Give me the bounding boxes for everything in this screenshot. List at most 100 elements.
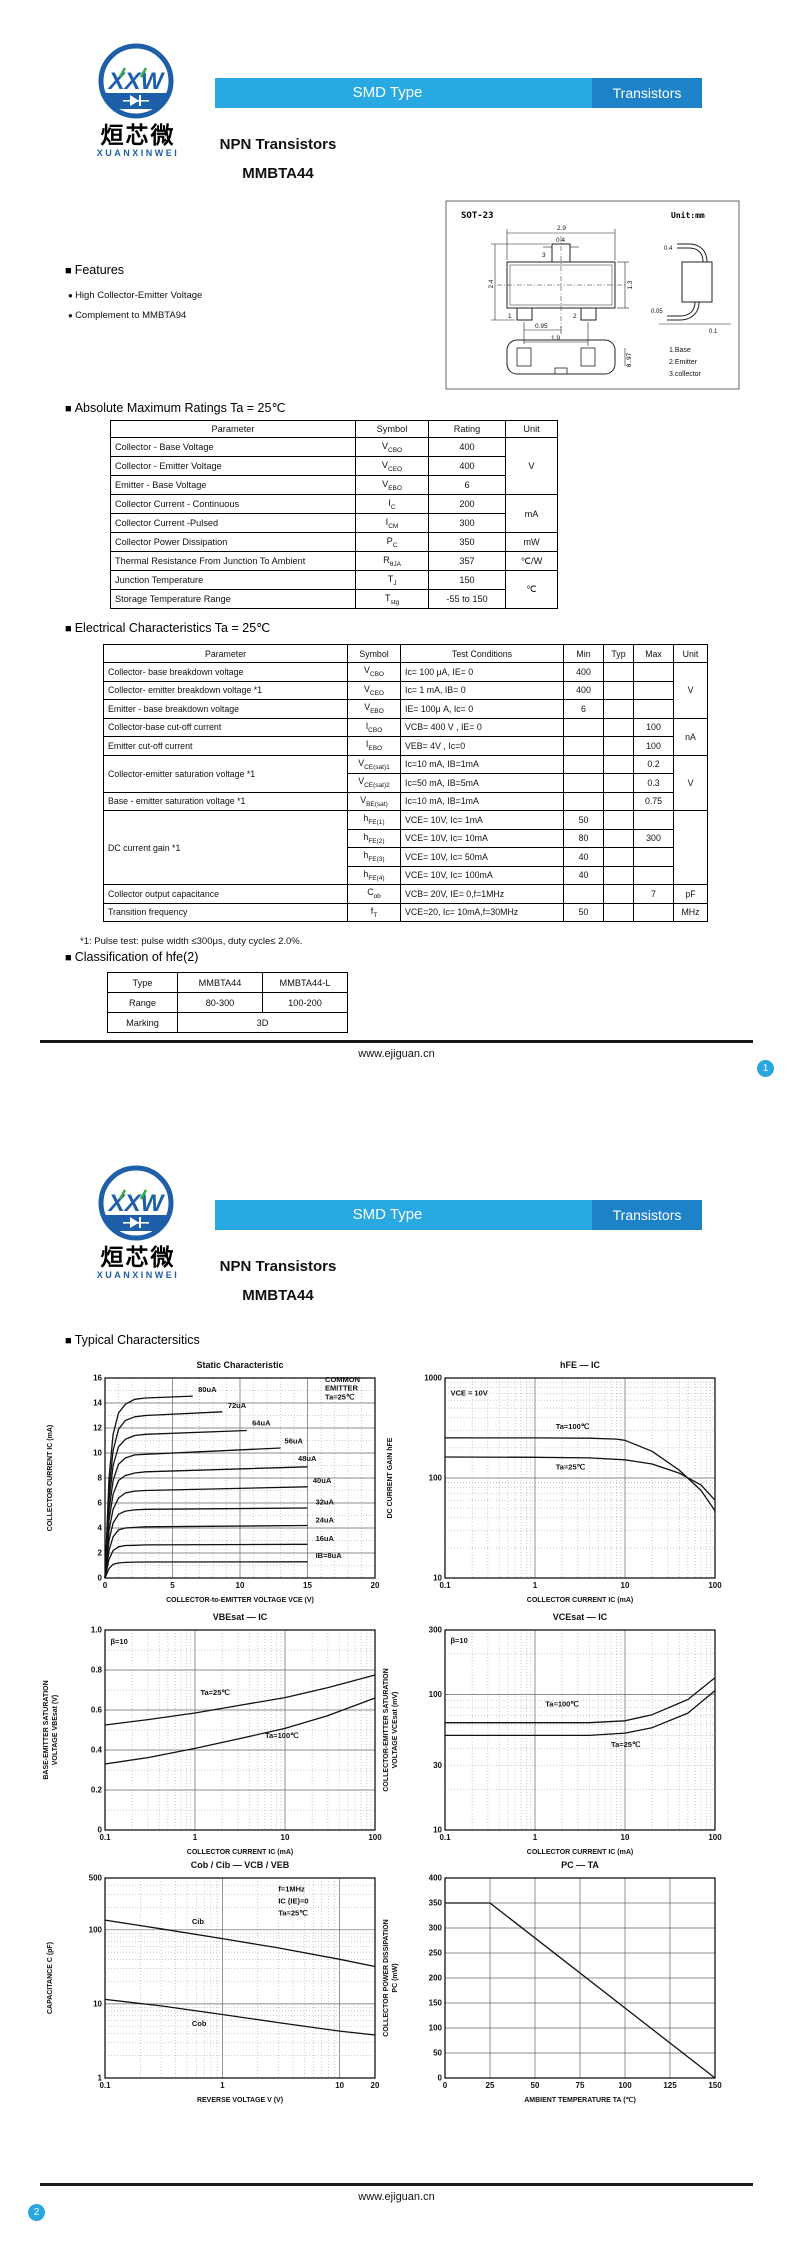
cell: hFE(2)	[347, 828, 401, 848]
cell: Test Conditions	[400, 644, 564, 663]
chart-element: 100	[708, 1833, 722, 1842]
table-row: Collector- base breakdown voltage VCBO Ic=…	[103, 662, 708, 719]
cell	[603, 828, 634, 848]
cell: VCE= 10V, Ic= 100mA	[400, 865, 564, 885]
pin-legend-collector: 3.collector	[669, 371, 702, 378]
chart-element: 10	[93, 1999, 102, 2008]
cell: mW	[505, 532, 558, 552]
chart-element: EMITTER	[325, 1384, 358, 1393]
chart-element: 10	[335, 2081, 344, 2090]
cell	[633, 847, 674, 867]
package-unit: Unit:mm	[671, 210, 705, 220]
cell: 6	[428, 475, 506, 495]
cell	[603, 754, 634, 774]
chart-element	[444, 1629, 716, 1831]
chart-element: 1.0	[91, 1626, 103, 1635]
page-number-badge: 2	[28, 2204, 45, 2221]
package-dimensions: 2.9 0.4 2.4 1.3 0.95 1.9 3 1 2	[488, 225, 634, 342]
table-row: Emitter - Base Voltage VEBO 6	[110, 475, 558, 495]
chart-element: 1	[98, 2074, 103, 2083]
table-row: Collector - Base Voltage VCBO 400 V	[110, 437, 558, 495]
part-number-title: MMBTA44	[242, 1287, 314, 1304]
chart-element: DC CURRENT GAIN hFE	[387, 1437, 394, 1518]
chart-element: 10	[433, 1574, 442, 1583]
company-name-cn: 烜芯微	[100, 122, 176, 148]
cell: Collector output capacitance	[103, 884, 348, 904]
typical-characteristics-heading: Typical Charactersitics	[65, 1333, 200, 1347]
cell	[633, 810, 674, 830]
chart-element: 72uA	[228, 1401, 247, 1410]
dim-top-width: 2.9	[557, 225, 566, 232]
chart-element: PC — TA	[561, 1860, 599, 1870]
cell: VCE= 10V, Ic= 1mA	[400, 810, 564, 830]
chart-element	[445, 1437, 716, 1512]
chart-element: AMBIENT TEMPERATURE TA (℃)	[524, 2096, 636, 2104]
cell: Transition frequency	[103, 902, 348, 922]
cell	[633, 680, 674, 700]
cell: 100	[633, 717, 674, 737]
cell: Junction Temperature	[110, 570, 356, 590]
chart-element: 250	[429, 1949, 443, 1958]
chart-element: Ta=100℃	[545, 1699, 579, 1708]
cell	[603, 810, 634, 830]
cell: Symbol	[355, 420, 429, 438]
dim-standoff: 0.05	[651, 309, 663, 315]
package-side-dims: 0.4 0.05 0.1	[651, 246, 718, 335]
classification-table: Type MMBTA44 MMBTA44-L Range 80-300 100-200 Ma…	[107, 972, 348, 1033]
footer-rule	[40, 1040, 753, 1043]
cell: V	[505, 437, 558, 495]
chart-element: 0.1	[99, 2081, 111, 2090]
cell: 300	[633, 828, 674, 848]
chart-element	[104, 1507, 308, 1579]
feature-item: High Collector-Emitter Voltage	[68, 290, 202, 301]
package-dimension-lines	[491, 229, 629, 346]
cell: VCEO	[347, 680, 401, 700]
chart-element: 300	[429, 1924, 443, 1933]
dim-lead-thickness: 0.1	[709, 329, 718, 335]
table-row: Collector - Emitter Voltage VCEO 400	[110, 456, 558, 476]
dim-body-height: 2.4	[488, 279, 495, 288]
cell: VCE(sat)1	[347, 754, 401, 774]
cell: VCE= 10V, Ic= 50mA	[400, 847, 564, 867]
chart-element	[104, 1377, 376, 1579]
cell: hFE(3)	[347, 847, 401, 867]
doc-title: NPN Transistors	[219, 1258, 337, 1275]
cell: 400	[563, 680, 604, 700]
cell	[633, 699, 674, 719]
cell: 400	[563, 662, 604, 682]
pulse-test-footnote: *1: Pulse test: pulse width ≤300μs, duty…	[80, 936, 303, 947]
doc-title: NPN Transistors	[219, 136, 337, 153]
dim-pad-pitch-half: 0.95	[535, 323, 548, 330]
cell: Emitter - Base Voltage	[110, 475, 356, 495]
chart-element: COLLECTOR CURRENT IC (mA)	[187, 1849, 293, 1856]
chart-element: 56uA	[285, 1437, 304, 1446]
diode-icon	[123, 1217, 149, 1228]
cell	[563, 791, 604, 811]
chart-element: 300	[429, 1626, 443, 1635]
chart-element: 0	[103, 1581, 108, 1590]
cell: Collector Current -Pulsed	[110, 513, 356, 533]
chart-element: 100	[429, 1690, 443, 1699]
cell: Max	[633, 644, 674, 663]
cell	[673, 810, 708, 885]
table-row: Collector output capacitance Cob VCB= 20V,…	[103, 884, 708, 904]
cell: 300	[428, 513, 506, 533]
chart-element: 0.1	[99, 1833, 111, 1842]
chart-element: 1	[533, 1833, 538, 1842]
chart-element: IC (IE)=0	[278, 1897, 308, 1906]
company-name-cn: 烜芯微	[100, 1244, 176, 1270]
page-number-badge: 1	[757, 1060, 774, 1077]
bar-transistors-label: Transistors	[592, 78, 702, 108]
cell: VCEO	[355, 456, 429, 476]
brand-bar: SMD Type Transistors	[215, 78, 702, 108]
chart-element: Ta=25℃	[278, 1909, 308, 1918]
cell: 100-200	[262, 992, 348, 1013]
chart-element: β=10	[450, 1636, 467, 1645]
chart-element: 500	[89, 1874, 103, 1883]
chart-element: Cob	[192, 2019, 207, 2028]
chart-element: COLLECTOR CURRENT IC (mA)	[47, 1425, 54, 1531]
cell: ℃	[505, 570, 558, 609]
chart-element: CAPACITANCE C (pF)	[47, 1942, 54, 2014]
cell: fT	[347, 902, 401, 922]
electrical-characteristics-table: Parameter Symbol Test Conditions Min Typ Max U…	[103, 644, 708, 922]
